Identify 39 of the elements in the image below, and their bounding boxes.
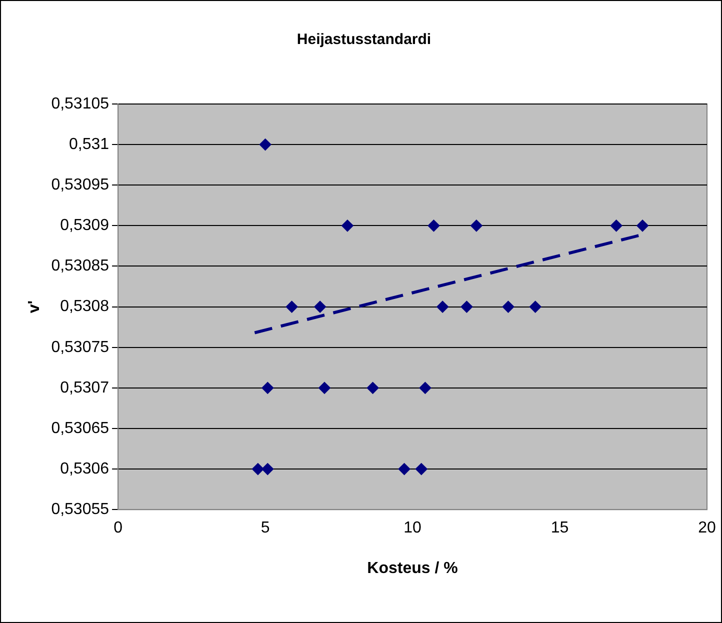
point (470, 220, 482, 232)
y-tick-label: 0,53105 (51, 95, 110, 112)
y-tick-label: 0,5308 (60, 298, 110, 316)
y-tick-label: 0,5306 (60, 460, 110, 478)
point (262, 463, 274, 476)
y-tick-label: 0,5309 (60, 217, 110, 234)
point (286, 300, 298, 313)
y-tick-label: 0,53085 (51, 258, 110, 275)
point (415, 463, 428, 476)
point (366, 382, 379, 394)
point (314, 300, 326, 313)
point (318, 382, 330, 394)
point (428, 220, 440, 232)
point (436, 300, 449, 313)
point (252, 463, 264, 476)
y-tick-label: 0,53095 (51, 176, 110, 194)
point (460, 300, 473, 313)
y-tick-label: 0,531 (68, 136, 110, 153)
point (262, 382, 274, 394)
point (529, 300, 542, 313)
point (341, 220, 354, 232)
point (398, 463, 410, 476)
x-axis-title: Kosteus / % (367, 560, 458, 577)
point (502, 300, 514, 313)
point (636, 220, 649, 232)
x-tick-label: 0 (114, 520, 123, 537)
x-tick-label: 15 (550, 520, 569, 537)
point (419, 382, 432, 394)
y-axis-title: v' (26, 300, 44, 314)
point (610, 220, 622, 232)
point (259, 138, 272, 151)
y-tick-label: 0,5307 (60, 379, 110, 396)
y-tick-label: 0,53055 (51, 501, 110, 518)
x-tick-label: 10 (404, 520, 422, 537)
x-tick-label: 20 (698, 520, 716, 537)
y-tick-label: 0,53065 (51, 420, 110, 437)
y-tick-label: 0,53075 (51, 338, 110, 356)
x-tick-label: 5 (260, 520, 270, 537)
chart-title: Heijastusstandardi (296, 31, 432, 48)
